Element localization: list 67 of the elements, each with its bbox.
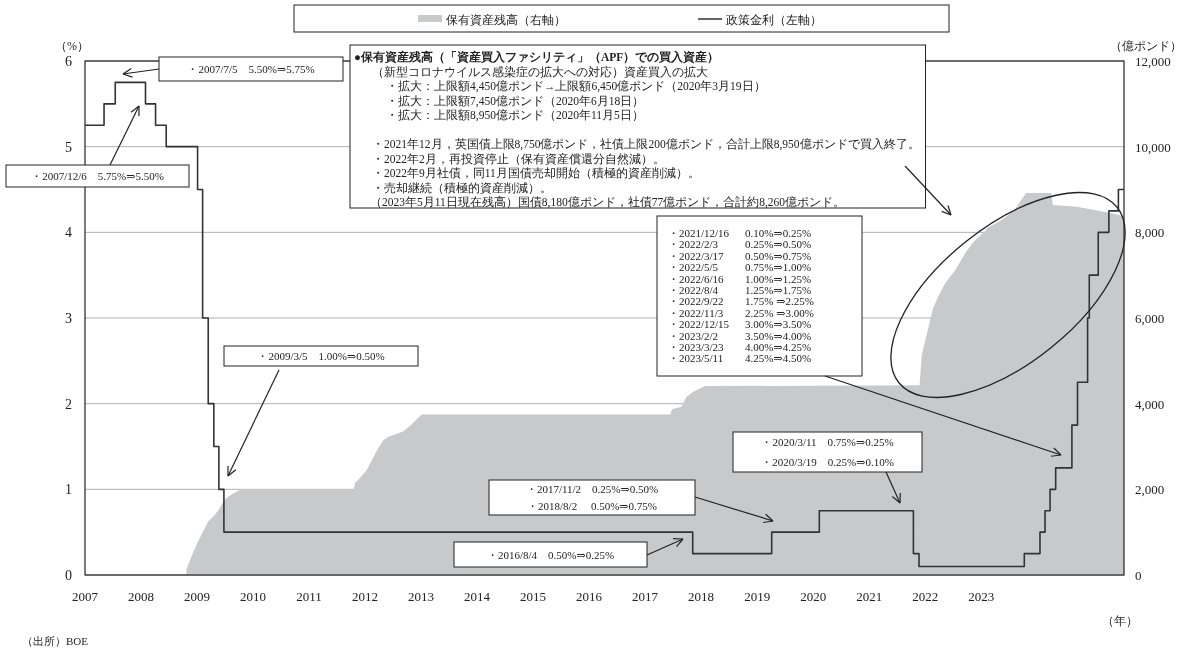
y-tick-label: 5 bbox=[65, 139, 72, 155]
y2-tick-label: 10,000 bbox=[1135, 139, 1171, 155]
annotation: （新型コロナウイルス感染症の拡大への対応）資産買入の拡大 bbox=[372, 64, 708, 79]
text: ・2022/8/4 1.25%⇒1.75% bbox=[668, 284, 812, 296]
x-tick-label: 2023 bbox=[968, 589, 995, 604]
annotation: ・2016/8/4 0.50%⇒0.25% bbox=[486, 548, 615, 561]
y2-tick-label: 8,000 bbox=[1135, 225, 1165, 241]
annotation: ・拡大：上限額8,950億ポンド（2020年11月5日） bbox=[386, 108, 644, 122]
annotation: ・2020/3/19 0.25%⇒0.10% bbox=[761, 456, 894, 468]
annotation: ・拡大：上限額4,450億ポンド→上限額6,450億ポンド（2020年3月19日） bbox=[386, 79, 766, 93]
y-tick-label: 0 bbox=[65, 568, 72, 583]
x-tick-label: 2008 bbox=[128, 589, 155, 604]
annotation: ・売却継続（積極的資産削減）。 bbox=[372, 180, 552, 195]
x-tick-label: 2015 bbox=[520, 589, 547, 604]
annotation: ・2007/7/5 5.50%⇒5.75% bbox=[187, 63, 315, 75]
x-tick-label: 2021 bbox=[856, 589, 883, 604]
annotation: （2023年5月11日現在残高）国債8,180億ポンド，社債77億ポンド，合計約8,260億ポンド。 bbox=[370, 195, 846, 209]
annotation: ・2017/11/2 0.25%⇒0.50% bbox=[525, 482, 659, 495]
text: ・2023/3/23 4.00%⇒4.25% bbox=[668, 341, 812, 353]
x-tick-label: 2014 bbox=[464, 589, 491, 604]
legend-label: 保有資産残高（右軸） bbox=[446, 13, 566, 27]
annotation: ・拡大：上限額7,450億ポンド（2020年6月18日） bbox=[386, 93, 645, 108]
y2-tick-label: 0 bbox=[1135, 568, 1142, 583]
text: ・2023/2/2 3.50%⇒4.00% bbox=[668, 329, 812, 342]
x-tick-label: 2009 bbox=[184, 589, 211, 604]
text: ・2022/3/17 0.50%⇒0.75% bbox=[668, 249, 812, 262]
y-tick-label: 3 bbox=[65, 311, 72, 326]
annotation: ・2021年12月，英国債上限8,750億ポンド，社債上限200億ポンド，合計上限8,950億ポンドで買入終了。 bbox=[372, 137, 920, 151]
text: （出所）BOE bbox=[22, 635, 89, 647]
annotation: ・2018/8/2 0.50%⇒0.75% bbox=[527, 500, 657, 513]
y2-axis-title: （億ポンド） bbox=[1110, 39, 1182, 53]
y-tick-label: 6 bbox=[65, 54, 72, 69]
y2-tick-label: 12,000 bbox=[1135, 54, 1171, 69]
x-tick-label: 2022 bbox=[912, 589, 939, 604]
y-tick-label: 4 bbox=[65, 225, 72, 241]
text: ・2022/6/16 1.00%⇒1.25% bbox=[668, 272, 812, 285]
text: ・2021/12/16 0.10%⇒0.25% bbox=[668, 227, 812, 239]
annotation: ●保有資産残高（「資産買入ファシリティ」（APF）での買入資産） bbox=[354, 50, 720, 64]
annotation: ・2022年2月，再投資停止（保有資産償還分自然減）。 bbox=[372, 151, 665, 166]
x-tick-label: 2011 bbox=[296, 589, 322, 604]
y2-tick-label: 6,000 bbox=[1135, 311, 1165, 326]
text: ・2023/5/11 4.25%⇒4.50% bbox=[668, 352, 812, 365]
x-tick-label: 2018 bbox=[688, 589, 715, 604]
x-tick-label: 2012 bbox=[352, 589, 379, 604]
y-tick-label: 1 bbox=[65, 482, 72, 498]
y-tick-label: 2 bbox=[65, 396, 72, 412]
x-tick-label: 2020 bbox=[800, 589, 827, 604]
x-tick-label: 2019 bbox=[744, 589, 771, 604]
text: ・2022/5/5 0.75%⇒1.00% bbox=[668, 261, 812, 274]
legend-label: 政策金利（左軸） bbox=[726, 13, 822, 27]
y2-tick-label: 2,000 bbox=[1135, 482, 1165, 498]
text: ・2022/11/3 2.25% ⇒3.00% bbox=[668, 306, 814, 319]
x-tick-label: 2007 bbox=[72, 589, 99, 604]
x-tick-label: 2016 bbox=[576, 589, 603, 604]
y2-tick-label: 4,000 bbox=[1135, 396, 1165, 412]
text: ・2022/2/3 0.25%⇒0.50% bbox=[668, 238, 812, 251]
text: ・2022/9/22 1.75% ⇒2.25% bbox=[668, 295, 814, 308]
annotation: ・2007/12/6 5.75%⇒5.50% bbox=[31, 170, 164, 182]
y-axis-title: （%） bbox=[55, 39, 89, 53]
annotation: ・2022年9月社債，同11月国債売却開始（積極的資産削減）。 bbox=[372, 166, 700, 180]
x-tick-label: 2017 bbox=[632, 589, 659, 604]
x-axis-title: （年） bbox=[1102, 614, 1138, 628]
x-tick-label: 2010 bbox=[240, 589, 267, 604]
annotation: ・2020/3/11 0.75%⇒0.25% bbox=[761, 436, 894, 448]
text: ・2022/12/15 3.00%⇒3.50% bbox=[668, 318, 812, 331]
x-tick-label: 2013 bbox=[408, 589, 435, 604]
annotation: ・2009/3/5 1.00%⇒0.50% bbox=[257, 350, 385, 362]
